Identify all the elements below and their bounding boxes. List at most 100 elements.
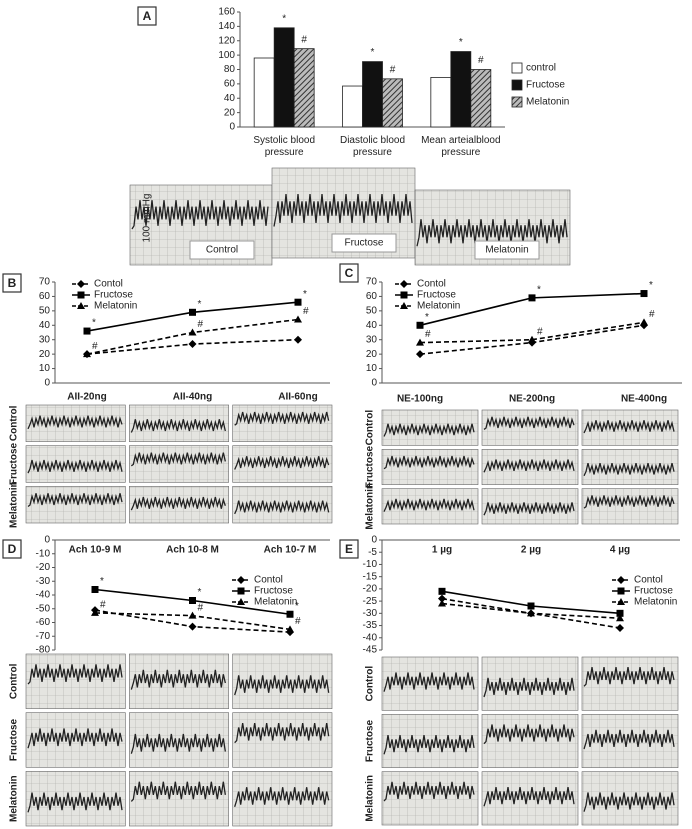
x-tick-label: AII-20ng bbox=[67, 392, 106, 403]
point bbox=[188, 340, 197, 349]
point bbox=[416, 321, 424, 329]
y-tick-label: 100 bbox=[218, 50, 235, 61]
y-tick-label: -30 bbox=[36, 576, 51, 587]
point bbox=[640, 318, 648, 326]
y-tick-label: -20 bbox=[36, 562, 51, 573]
trace-line bbox=[273, 194, 413, 227]
point bbox=[640, 290, 648, 298]
series bbox=[416, 318, 648, 346]
trace-line bbox=[27, 664, 123, 685]
y-tick-label: 20 bbox=[224, 107, 236, 118]
significance-marker: * bbox=[371, 47, 375, 58]
y-tick-label: -80 bbox=[36, 645, 51, 656]
y-tick-label: 0 bbox=[44, 535, 50, 546]
legend-label: Contol bbox=[254, 575, 283, 586]
series bbox=[83, 315, 302, 358]
y-tick-label: 0 bbox=[229, 122, 235, 133]
y-tick-label: -45 bbox=[363, 645, 378, 656]
y-tick-label: 50 bbox=[39, 305, 51, 316]
y-tick-label: 0 bbox=[371, 535, 377, 546]
point bbox=[189, 597, 196, 604]
y-tick-label: 60 bbox=[224, 79, 236, 90]
significance-marker: * bbox=[459, 37, 463, 48]
bar bbox=[342, 85, 363, 128]
panel-letter-box bbox=[137, 6, 157, 26]
series bbox=[83, 298, 302, 335]
y-tick-label: 30 bbox=[366, 334, 378, 345]
point bbox=[617, 576, 625, 584]
trace-line bbox=[483, 416, 575, 430]
significance-marker: * bbox=[295, 601, 299, 612]
x-tick-label: NE-200ng bbox=[509, 394, 555, 405]
y-tick-label: 50 bbox=[366, 305, 378, 316]
series bbox=[91, 608, 294, 633]
point bbox=[286, 610, 294, 618]
trace-line bbox=[483, 502, 575, 516]
significance-marker: # bbox=[301, 34, 307, 45]
y-tick-label: 0 bbox=[44, 378, 50, 389]
legend-label: Fructose bbox=[417, 290, 456, 301]
x-tick-label: AII-60ng bbox=[278, 392, 317, 403]
trace-line bbox=[27, 493, 123, 508]
significance-marker: # bbox=[478, 55, 484, 66]
y-tick-label: 160 bbox=[218, 7, 235, 18]
bar bbox=[470, 69, 492, 128]
trace-line bbox=[27, 415, 123, 430]
panel-letter-box bbox=[2, 539, 22, 559]
significance-marker: * bbox=[282, 13, 286, 24]
y-tick-label: -10 bbox=[36, 548, 51, 559]
trace-line bbox=[583, 462, 675, 477]
trace-line bbox=[234, 500, 330, 515]
trace-line bbox=[131, 200, 269, 230]
trace-image bbox=[581, 449, 679, 485]
trace-label-box bbox=[189, 240, 255, 260]
significance-marker: * bbox=[303, 289, 307, 300]
row-label: Fructose bbox=[365, 445, 376, 488]
scale-label: 100 mmHg bbox=[142, 194, 153, 243]
bar bbox=[273, 27, 295, 128]
trace-line bbox=[583, 495, 675, 509]
point bbox=[294, 298, 302, 306]
trace-image bbox=[481, 656, 579, 711]
point bbox=[77, 302, 85, 309]
trace-line bbox=[416, 219, 568, 247]
trace-line bbox=[130, 452, 226, 467]
y-tick-label: 20 bbox=[366, 349, 378, 360]
point bbox=[416, 350, 424, 359]
y-tick-label: 40 bbox=[366, 320, 378, 331]
legend-label: Melatonin bbox=[254, 597, 297, 608]
panel-letter: A bbox=[143, 9, 152, 23]
y-tick-label: -50 bbox=[36, 603, 51, 614]
point bbox=[237, 598, 245, 605]
x-tick-label: NE-100ng bbox=[397, 394, 443, 405]
y-tick-label: 70 bbox=[39, 277, 51, 288]
trace-line bbox=[483, 787, 575, 807]
point bbox=[77, 291, 85, 299]
trace-image bbox=[25, 653, 126, 709]
x-tick-label: 4 µg bbox=[610, 545, 630, 556]
y-tick-label: -40 bbox=[363, 632, 378, 643]
significance-marker: * bbox=[649, 280, 653, 291]
y-tick-label: -10 bbox=[363, 559, 378, 570]
point bbox=[286, 625, 294, 633]
significance-marker: * bbox=[198, 299, 202, 310]
row-label: Melatonin bbox=[365, 483, 376, 530]
bar bbox=[430, 77, 452, 128]
legend-label: Melatonin bbox=[634, 597, 677, 608]
trace-line bbox=[130, 496, 226, 511]
point bbox=[400, 280, 408, 288]
trace-label: Control bbox=[206, 245, 238, 256]
trace-label: Melatonin bbox=[485, 245, 528, 256]
point bbox=[188, 622, 197, 631]
point bbox=[294, 335, 302, 344]
x-tick-label: Ach 10-8 M bbox=[166, 545, 219, 556]
legend-label: Contol bbox=[94, 279, 123, 290]
legend-swatch bbox=[511, 96, 523, 108]
trace-image bbox=[129, 445, 229, 483]
point bbox=[616, 624, 624, 632]
point bbox=[188, 611, 197, 619]
row-label: Melatonin bbox=[365, 775, 376, 822]
trace-image bbox=[25, 486, 126, 524]
y-tick-label: 70 bbox=[366, 277, 378, 288]
